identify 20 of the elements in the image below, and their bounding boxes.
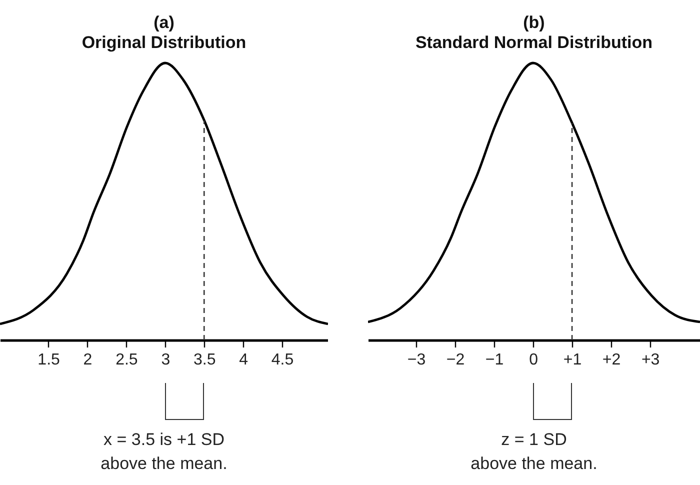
x-tick-label: 3 [161, 352, 170, 368]
x-tick-label: 2 [83, 352, 92, 368]
chart-subtitle: Original Distribution [82, 32, 246, 52]
x-tick-label: 1.5 [38, 352, 60, 368]
x-tick-label: +1 [563, 352, 582, 368]
chart-title: (a) [154, 12, 174, 32]
text: x = 3.5 is +1 SD above the mean. [100, 430, 228, 473]
x-tick-label: +2 [602, 352, 621, 368]
x-tick-label: 4.5 [271, 352, 294, 368]
x-tick-label: 2.5 [116, 352, 138, 368]
x-tick-label: +3 [641, 352, 660, 368]
x-tick-label: 3.5 [194, 352, 216, 368]
x-tick-label: −1 [485, 352, 504, 368]
x-tick-label: −3 [407, 352, 426, 368]
chart-subtitle: Standard Normal Distribution [415, 32, 653, 52]
text: z = 1 SD above the mean. [470, 430, 598, 473]
x-tick-label: 0 [529, 352, 538, 368]
x-tick-label: 4 [239, 352, 248, 368]
x-tick-label: −2 [446, 352, 465, 368]
chart-title: (b) [523, 12, 545, 32]
